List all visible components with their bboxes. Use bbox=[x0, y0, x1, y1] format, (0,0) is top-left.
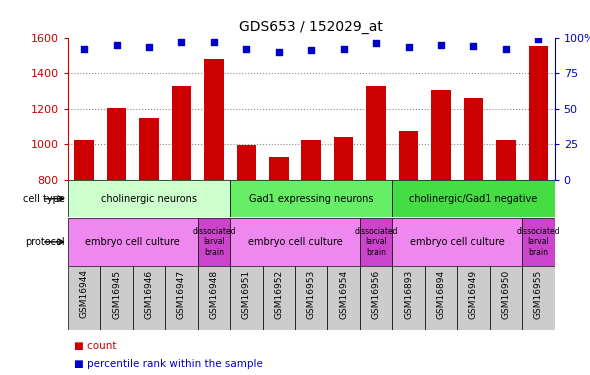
Bar bbox=[392, 217, 522, 266]
Bar bbox=[68, 217, 198, 266]
Bar bbox=[457, 266, 490, 330]
Point bbox=[112, 42, 122, 48]
Bar bbox=[425, 266, 457, 330]
Bar bbox=[269, 158, 289, 180]
Text: dissociated
larval
brain: dissociated larval brain bbox=[355, 227, 398, 257]
Text: dissociated
larval
brain: dissociated larval brain bbox=[192, 227, 235, 257]
Bar bbox=[360, 217, 392, 266]
Text: GSM16953: GSM16953 bbox=[307, 269, 316, 319]
Point bbox=[534, 36, 543, 42]
Point bbox=[209, 39, 219, 45]
Point bbox=[242, 46, 251, 52]
Point bbox=[468, 43, 478, 49]
Bar bbox=[366, 86, 386, 180]
Text: GSM16946: GSM16946 bbox=[145, 269, 153, 318]
Bar bbox=[230, 180, 392, 218]
Point bbox=[274, 49, 284, 55]
Text: cholinergic neurons: cholinergic neurons bbox=[101, 194, 197, 204]
Bar bbox=[172, 86, 191, 180]
Bar bbox=[334, 137, 353, 180]
Text: GSM16956: GSM16956 bbox=[372, 269, 381, 319]
Text: cell type: cell type bbox=[23, 194, 65, 204]
Bar bbox=[107, 108, 126, 180]
Text: dissociated
larval
brain: dissociated larval brain bbox=[517, 227, 560, 257]
Title: GDS653 / 152029_at: GDS653 / 152029_at bbox=[240, 20, 383, 34]
Bar bbox=[263, 266, 295, 330]
Bar bbox=[522, 266, 555, 330]
Bar bbox=[198, 217, 230, 266]
Bar bbox=[496, 140, 516, 180]
Bar bbox=[295, 266, 327, 330]
Bar bbox=[399, 131, 418, 180]
Bar bbox=[74, 140, 94, 180]
Text: embryo cell culture: embryo cell culture bbox=[410, 237, 504, 247]
Text: GSM16951: GSM16951 bbox=[242, 269, 251, 319]
Text: GSM16950: GSM16950 bbox=[502, 269, 510, 319]
Bar bbox=[490, 266, 522, 330]
Text: embryo cell culture: embryo cell culture bbox=[248, 237, 342, 247]
Bar bbox=[100, 266, 133, 330]
Bar bbox=[327, 266, 360, 330]
Point bbox=[502, 46, 511, 52]
Point bbox=[177, 39, 186, 45]
Bar bbox=[133, 266, 165, 330]
Text: GSM16944: GSM16944 bbox=[80, 269, 88, 318]
Text: GSM16947: GSM16947 bbox=[177, 269, 186, 318]
Bar bbox=[464, 98, 483, 180]
Text: Gad1 expressing neurons: Gad1 expressing neurons bbox=[249, 194, 373, 204]
Point bbox=[372, 40, 381, 46]
Text: cholinergic/Gad1 negative: cholinergic/Gad1 negative bbox=[409, 194, 537, 204]
Bar bbox=[392, 266, 425, 330]
Bar bbox=[139, 118, 159, 180]
Bar bbox=[198, 266, 230, 330]
Bar bbox=[522, 217, 555, 266]
Text: GSM16949: GSM16949 bbox=[469, 269, 478, 318]
Bar bbox=[230, 217, 360, 266]
Point bbox=[437, 42, 446, 48]
Point bbox=[145, 45, 154, 51]
Text: GSM16948: GSM16948 bbox=[209, 269, 218, 318]
Bar bbox=[360, 266, 392, 330]
Bar bbox=[204, 59, 224, 180]
Bar bbox=[68, 180, 230, 218]
Bar bbox=[68, 266, 100, 330]
Text: ■ percentile rank within the sample: ■ percentile rank within the sample bbox=[74, 359, 263, 369]
Text: ■ count: ■ count bbox=[74, 341, 116, 351]
Bar bbox=[301, 140, 321, 180]
Text: GSM16955: GSM16955 bbox=[534, 269, 543, 319]
Text: embryo cell culture: embryo cell culture bbox=[86, 237, 180, 247]
Bar bbox=[165, 266, 198, 330]
Text: GSM16954: GSM16954 bbox=[339, 269, 348, 318]
Point bbox=[307, 47, 316, 53]
Bar bbox=[431, 90, 451, 180]
Text: GSM16893: GSM16893 bbox=[404, 269, 413, 319]
Point bbox=[404, 45, 413, 51]
Point bbox=[79, 46, 89, 52]
Text: GSM16894: GSM16894 bbox=[437, 269, 445, 318]
Bar bbox=[392, 180, 555, 218]
Text: protocol: protocol bbox=[25, 237, 65, 247]
Text: GSM16945: GSM16945 bbox=[112, 269, 121, 318]
Bar bbox=[230, 266, 263, 330]
Point bbox=[339, 46, 349, 52]
Bar bbox=[237, 145, 256, 180]
Bar bbox=[529, 46, 548, 180]
Text: GSM16952: GSM16952 bbox=[274, 269, 283, 318]
